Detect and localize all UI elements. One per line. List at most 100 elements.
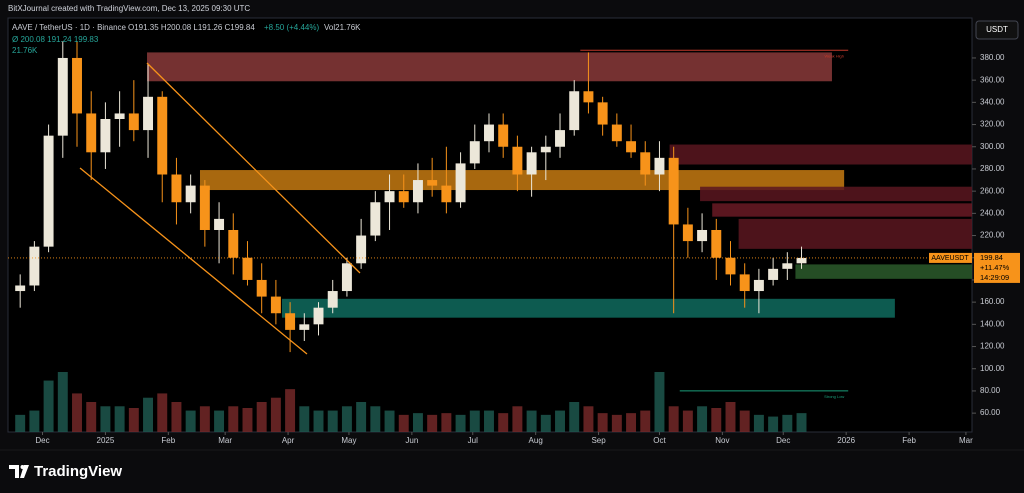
candle-body [540, 146, 551, 153]
candle-body [15, 285, 26, 292]
volume-bar [498, 413, 509, 432]
y-tick-label: 280.00 [980, 164, 1005, 173]
volume-bar [199, 406, 210, 432]
volume-bar [398, 414, 409, 432]
candle-body [583, 91, 594, 103]
y-tick-label: 140.00 [980, 319, 1005, 328]
candle-body [398, 191, 409, 203]
volume-bar [270, 397, 281, 432]
candle-body [555, 130, 565, 147]
candle-body [86, 113, 97, 153]
zone [712, 203, 972, 217]
candle-body [626, 141, 637, 153]
volume-bar [540, 414, 551, 432]
candle-body [327, 291, 338, 308]
candle-body [171, 174, 182, 203]
x-tick-label: Dec [776, 436, 790, 445]
volume-bar [725, 402, 736, 432]
x-tick-label: Jul [468, 436, 478, 445]
currency-label: USDT [986, 25, 1008, 34]
brand-name: TradingView [34, 463, 122, 480]
volume-bar [697, 406, 708, 432]
volume-bar [43, 380, 54, 432]
candle-body [668, 157, 679, 225]
volume-bar [455, 414, 466, 432]
volume-bar [214, 410, 225, 432]
x-tick-label: Jun [405, 436, 418, 445]
x-tick-label: Nov [715, 436, 729, 445]
candle-body [611, 124, 622, 142]
candle-body [697, 229, 708, 242]
volume-bar [327, 410, 338, 432]
candle-body [29, 246, 40, 286]
candle-body [270, 296, 281, 314]
volume-bar [469, 410, 480, 432]
volume-bar [796, 413, 807, 432]
candle-body [412, 180, 423, 203]
volume-bar [242, 408, 253, 432]
volume-bar [668, 406, 679, 432]
volume-bar [256, 402, 267, 432]
legend-symbol: AAVE / TetherUS · 1D · Binance [12, 23, 127, 32]
candle-body [185, 185, 196, 203]
price-tag [974, 252, 1020, 283]
volume-bar [526, 410, 537, 432]
legend-volume: Vol21.76K [324, 23, 361, 32]
volume-bar [370, 406, 381, 432]
candle-body [285, 313, 296, 330]
volume-bar [768, 416, 779, 432]
volume-bar [753, 414, 764, 432]
candle-body [100, 119, 111, 153]
candle-body [484, 124, 494, 142]
level-label: Weak High [824, 53, 844, 58]
candle-body [796, 257, 807, 264]
candle-body [469, 141, 480, 164]
candle-body [143, 96, 154, 131]
volume-bar [157, 393, 168, 432]
zone [669, 144, 972, 165]
volume-bar [597, 413, 608, 432]
volume-bar [341, 406, 352, 432]
zone [199, 170, 845, 191]
volume-bar [583, 406, 594, 432]
x-tick-label: Mar [218, 436, 232, 445]
level-label: Strong Low [824, 394, 844, 399]
x-tick-label: 2025 [97, 436, 115, 445]
candle-body [455, 163, 466, 203]
volume-bar [29, 410, 40, 432]
volume-bar [313, 410, 324, 432]
y-tick-label: 220.00 [980, 231, 1005, 240]
candle-body [242, 257, 253, 280]
legend-ohlc: O191.35 H200.08 L191.26 C199.84 [128, 23, 255, 32]
x-tick-label: Sep [591, 436, 606, 445]
volume-bar [739, 410, 750, 432]
symbol-tag [929, 252, 972, 263]
currency-button[interactable] [975, 20, 1019, 40]
zone [795, 264, 972, 279]
candle-body [370, 202, 381, 236]
price-tag-countdown: 14:29:09 [980, 273, 1009, 282]
candle-body [782, 263, 793, 269]
candle-body [441, 185, 452, 203]
volume-bar [484, 410, 494, 432]
indicator-volume: 21.76K [12, 46, 38, 55]
candle-body [597, 102, 608, 125]
candle-body [753, 279, 764, 292]
candle-body [341, 263, 352, 292]
volume-bar [611, 414, 622, 432]
y-tick-label: 100.00 [980, 364, 1005, 373]
zone [147, 52, 832, 82]
candle-body [682, 224, 693, 242]
channel-line [79, 167, 308, 355]
candle-body [57, 57, 68, 136]
x-tick-label: Aug [529, 436, 543, 445]
candle-body [654, 157, 665, 175]
candle-body [711, 229, 722, 258]
volume-bar [356, 402, 367, 432]
candle-body [526, 152, 537, 175]
candle-body [569, 91, 580, 131]
candle-body [128, 113, 139, 131]
candle-body [157, 96, 168, 175]
x-tick-label: Mar [959, 436, 973, 445]
volume-bar [86, 402, 97, 432]
